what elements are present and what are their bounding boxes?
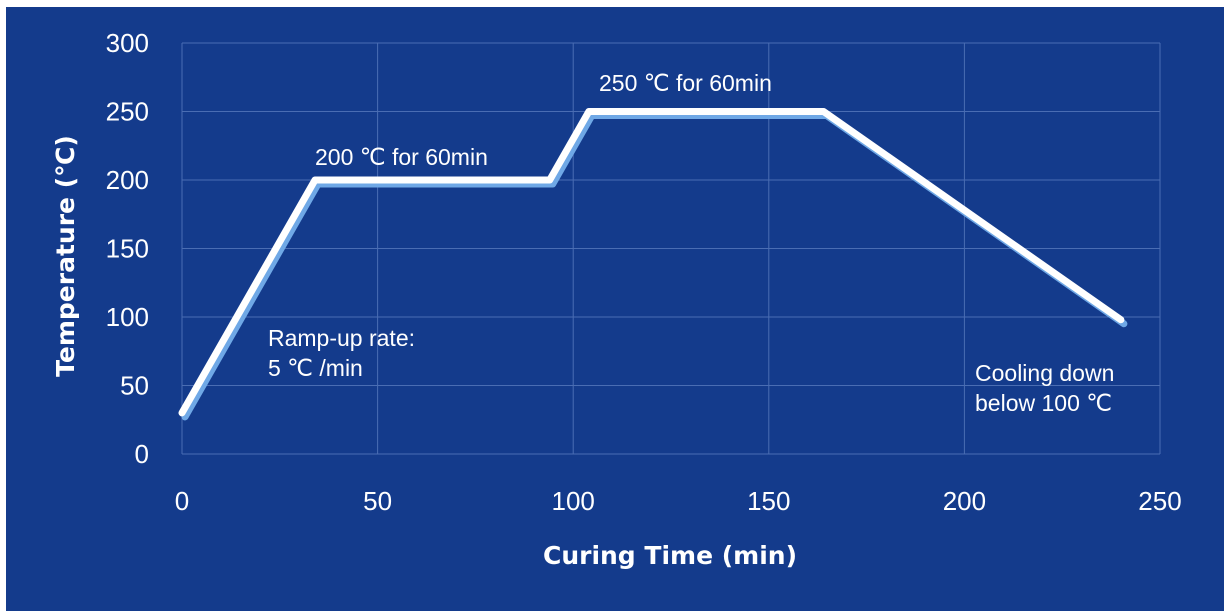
x-tick-label: 100 xyxy=(552,486,595,516)
series-point xyxy=(549,179,551,181)
x-tick-label: 0 xyxy=(175,486,189,516)
y-tick-label: 300 xyxy=(106,28,149,58)
series-point xyxy=(1120,319,1122,321)
series-layer xyxy=(178,108,1128,421)
series-line xyxy=(178,108,1125,417)
y-tick-label: 100 xyxy=(106,302,149,332)
series-point xyxy=(588,111,590,112)
y-tick-label: 200 xyxy=(106,165,149,195)
y-tick-label: 50 xyxy=(120,371,149,401)
x-axis-title: Curing Time (min) xyxy=(543,541,797,570)
tick-labels: 0 50 100 150 200 250 0 50 100 150 200 250 300 xyxy=(106,28,1182,516)
series-point xyxy=(314,179,316,181)
y-tick-label: 0 xyxy=(135,439,149,469)
x-tick-label: 250 xyxy=(1138,486,1181,516)
annotations: 200 ℃ for 60min 250 ℃ for 60min Ramp-up … xyxy=(268,70,1121,416)
x-tick-label: 150 xyxy=(747,486,790,516)
y-tick-label: 250 xyxy=(106,97,149,127)
series-point xyxy=(181,412,183,414)
x-tick-label: 200 xyxy=(943,486,986,516)
series-point xyxy=(823,111,825,112)
x-tick-label: 50 xyxy=(363,486,392,516)
annotation-hold-250: 250 ℃ for 60min xyxy=(599,70,772,96)
temperature-curing-chart: 0 50 100 150 200 250 0 50 100 150 200 250 300 Curing… xyxy=(51,28,1182,570)
chart-panel: 0 50 100 150 200 250 0 50 100 150 200 250 300 Curing… xyxy=(6,7,1224,611)
y-axis-title: Temperature (℃) xyxy=(51,135,80,377)
y-tick-label: 150 xyxy=(106,234,149,264)
annotation-ramp-rate: Ramp-up rate: 5 ℃ /min xyxy=(268,325,421,381)
annotation-cooling: Cooling down below 100 ℃ xyxy=(975,360,1121,416)
annotation-hold-200: 200 ℃ for 60min xyxy=(315,144,488,170)
